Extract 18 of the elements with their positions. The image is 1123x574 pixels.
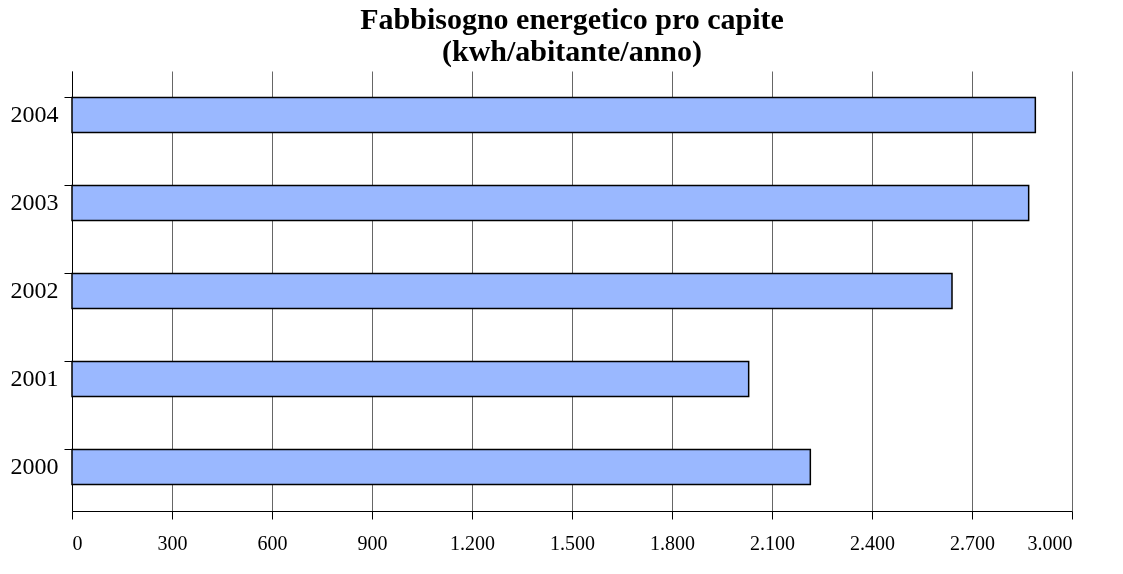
x-tick-label: 600: [257, 531, 288, 554]
x-tick-label: 2.100: [750, 531, 795, 554]
y-tick-label: 2004: [10, 101, 59, 127]
x-tick-label: 2.400: [850, 531, 895, 554]
y-tick-label: 2000: [10, 453, 59, 479]
y-tick-label: 2001: [10, 365, 59, 391]
y-tick-label: 2002: [10, 277, 59, 303]
text: (kwh/abitante/anno): [441, 34, 703, 67]
x-tick-label: 1.800: [650, 531, 695, 554]
x-tick-label: 900: [357, 531, 388, 554]
y-tick-label: 2003: [10, 189, 59, 215]
text: Fabbisogno energetico pro capite: [360, 2, 784, 35]
x-tick-label: 1.200: [450, 531, 495, 554]
x-tick-label: 1.500: [550, 531, 595, 554]
x-tick-label: 3.000: [1027, 531, 1073, 554]
x-tick-label: 0: [72, 531, 83, 554]
x-tick-label: 2.700: [950, 531, 995, 554]
x-tick-label: 300: [157, 531, 188, 554]
